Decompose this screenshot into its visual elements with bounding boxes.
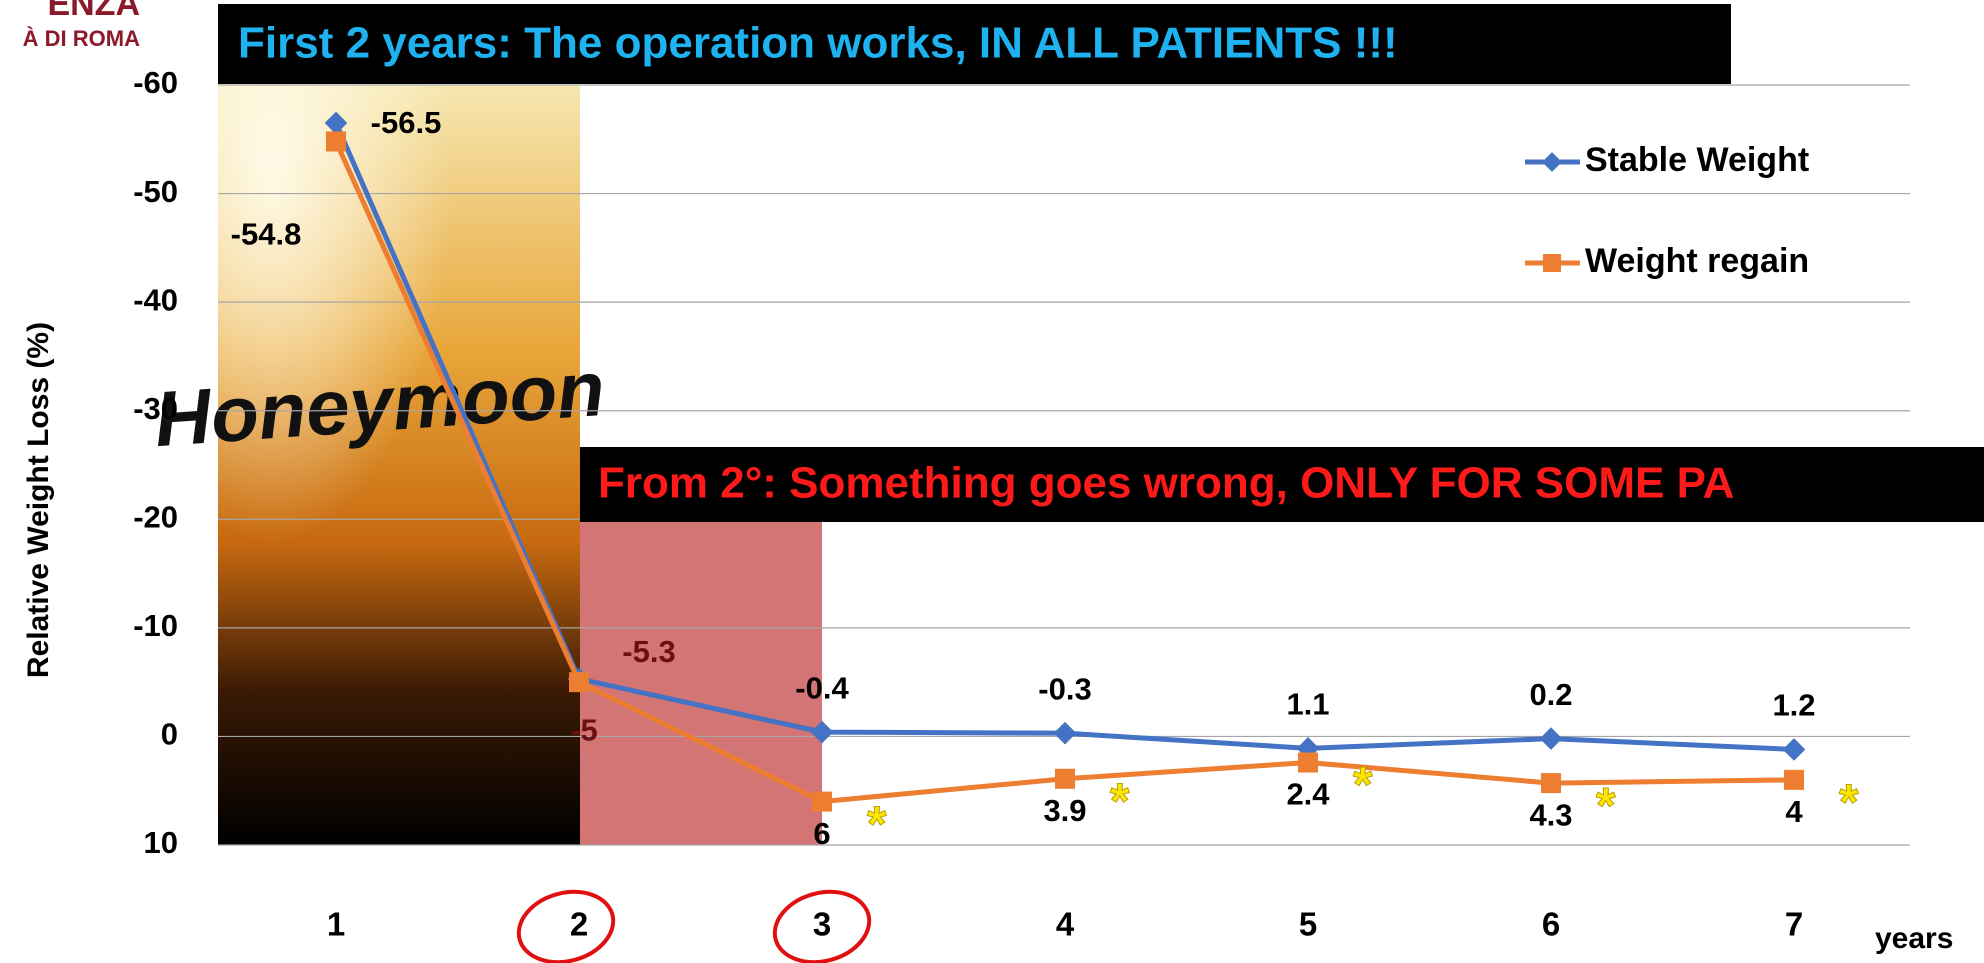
y-tick-label: -30	[133, 391, 178, 426]
marker	[1298, 752, 1318, 772]
data-label: -5	[570, 712, 598, 747]
x-tick-label: 3	[813, 906, 831, 943]
legend-marker	[1542, 152, 1562, 172]
marker	[1540, 727, 1563, 750]
chart: ENZA À DI ROMA Honeymoon First 2 years: …	[0, 0, 1984, 963]
y-tick-label: 10	[144, 825, 178, 860]
data-label: -0.3	[1038, 671, 1091, 706]
highlight-circle	[511, 882, 621, 963]
marker	[1055, 769, 1075, 789]
data-label: -5.3	[622, 634, 675, 669]
marker	[569, 672, 589, 692]
legend-label: Weight regain	[1585, 242, 1809, 280]
logo-text: ENZA	[47, 0, 140, 23]
x-tick-label: 6	[1542, 906, 1560, 943]
marker	[1541, 773, 1561, 793]
marker	[326, 131, 346, 151]
marker	[1054, 722, 1077, 745]
legend-label: Stable Weight	[1585, 141, 1809, 179]
subtitle: From 2°: Something goes wrong, ONLY FOR …	[598, 459, 1734, 508]
x-axis-label: years	[1875, 922, 1953, 955]
x-tick-label: 4	[1056, 906, 1075, 943]
data-label: -54.8	[231, 217, 302, 252]
data-label: 3.9	[1043, 793, 1086, 828]
y-axis-label: Relative Weight Loss (%)	[22, 322, 55, 678]
data-label: 4	[1785, 794, 1803, 829]
significance-mark: *	[867, 796, 887, 852]
x-tick-label: 5	[1299, 906, 1317, 943]
logo-text: À DI ROMA	[23, 26, 140, 51]
shaded-area	[580, 521, 822, 845]
y-tick-label: -20	[133, 499, 178, 534]
marker	[1783, 738, 1806, 761]
chart-title: First 2 years: The operation works, IN A…	[238, 19, 1398, 68]
marker	[1784, 770, 1804, 790]
marker	[812, 792, 832, 812]
y-tick-label: -10	[133, 608, 178, 643]
significance-mark: *	[1596, 777, 1616, 833]
y-tick-label: -50	[133, 174, 178, 209]
y-tick-label: -60	[133, 65, 178, 100]
significance-mark: *	[1839, 774, 1859, 830]
data-label: -0.4	[795, 670, 849, 705]
x-tick-label: 1	[327, 906, 345, 943]
x-tick-label: 2	[570, 906, 588, 943]
data-label: -56.5	[371, 105, 442, 140]
data-label: 6	[813, 816, 830, 851]
image-glow	[218, 85, 580, 845]
legend-marker	[1543, 254, 1561, 272]
data-label: 0.2	[1529, 677, 1572, 712]
data-label: 4.3	[1529, 797, 1572, 832]
y-tick-label: 0	[161, 717, 178, 752]
data-label: 2.4	[1286, 777, 1330, 812]
data-label: 1.2	[1772, 688, 1815, 723]
significance-mark: *	[1110, 773, 1130, 829]
x-tick-label: 7	[1785, 906, 1803, 943]
y-tick-label: -40	[133, 282, 178, 317]
data-label: 1.1	[1286, 687, 1329, 722]
significance-mark: *	[1353, 757, 1373, 813]
